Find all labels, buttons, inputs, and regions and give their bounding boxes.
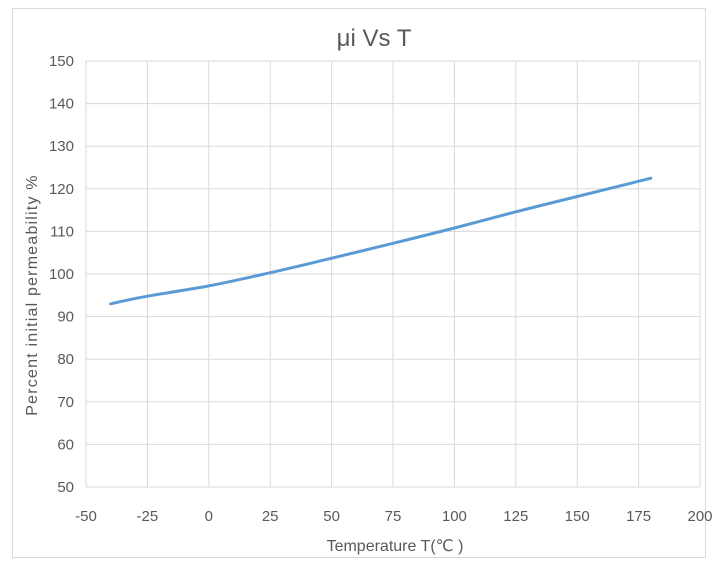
x-tick-label: 150 (565, 508, 590, 525)
x-axis-title: Temperature T(℃ ) (327, 538, 464, 555)
y-axis-title: Percent initial permeability % (24, 174, 41, 415)
y-tick-label: 130 (49, 138, 74, 155)
x-tick-label: 125 (503, 508, 528, 525)
series-layer (109, 176, 653, 306)
y-tick-label: 120 (49, 181, 74, 198)
x-tick-label: 50 (323, 508, 340, 525)
grid-layer (85, 60, 701, 488)
x-tick-label: -25 (137, 508, 159, 525)
series-line (109, 176, 653, 306)
y-tick-label: 90 (57, 309, 74, 326)
y-tick-label: 50 (57, 479, 74, 496)
x-tick-label: 75 (385, 508, 402, 525)
x-tick-label: 100 (442, 508, 467, 525)
y-tick-label: 80 (57, 351, 74, 368)
chart-title: μi Vs T (337, 25, 412, 52)
y-tick-label: 150 (49, 53, 74, 70)
y-tick-label: 70 (57, 394, 74, 411)
y-axis-ticks: 50 60 70 80 90 100 110 120 130 140 150 (49, 53, 74, 496)
y-tick-label: 60 (57, 436, 74, 453)
y-tick-label: 110 (50, 223, 74, 240)
x-tick-label: 0 (205, 508, 213, 525)
x-tick-label: 175 (626, 508, 651, 525)
x-tick-label: 200 (687, 508, 712, 525)
y-tick-label: 140 (49, 96, 74, 113)
x-axis-ticks: -50 -25 0 25 50 75 100 125 150 175 200 (75, 508, 712, 525)
chart-frame (12, 8, 706, 558)
x-tick-label: 25 (262, 508, 279, 525)
x-tick-label: -50 (75, 508, 97, 525)
y-tick-label: 100 (49, 266, 74, 283)
